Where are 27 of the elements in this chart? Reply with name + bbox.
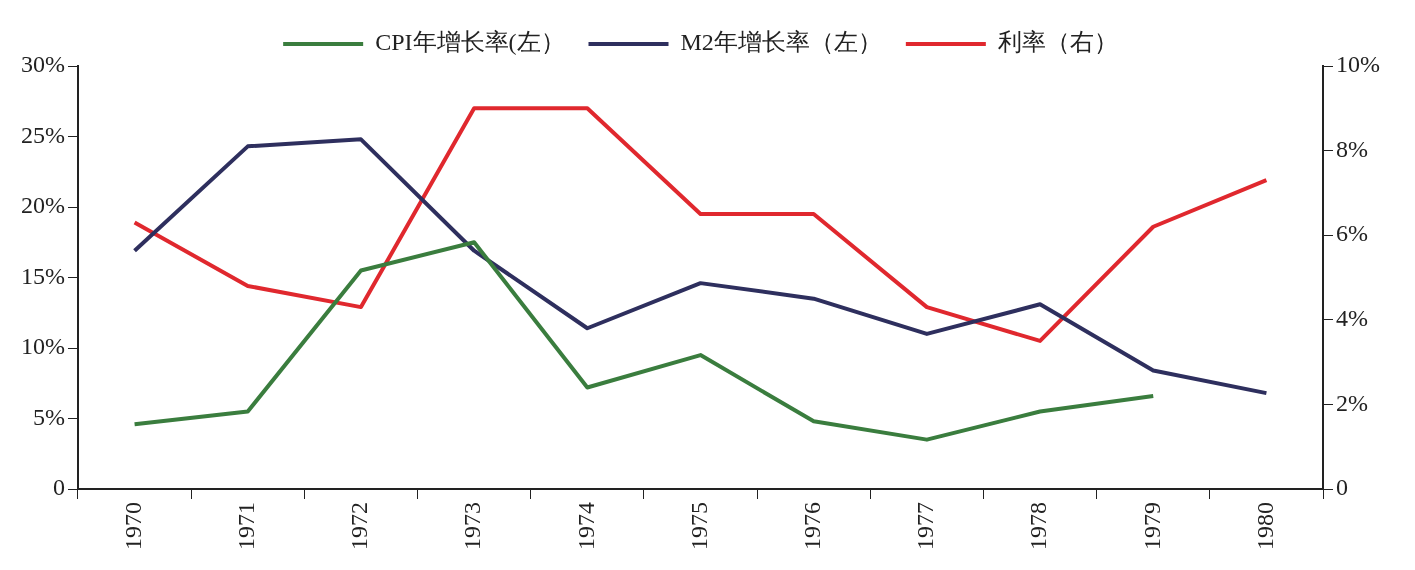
y-tick-label: 15% xyxy=(20,262,65,289)
x-tick-label: 1978 xyxy=(1025,502,1052,550)
y-tick-label: 30% xyxy=(20,51,65,78)
legend-label: CPI年增长率(左） xyxy=(375,29,565,56)
y-tick-label: 10% xyxy=(20,333,65,360)
y2-tick-label: 4% xyxy=(1336,305,1369,332)
y2-tick-label: 8% xyxy=(1336,135,1369,162)
y-tick-label: 25% xyxy=(20,121,65,148)
legend-label: M2年增长率（左） xyxy=(680,29,882,56)
y2-tick-label: 6% xyxy=(1336,220,1369,247)
y-tick-label: 0 xyxy=(52,474,65,501)
x-tick-label: 1980 xyxy=(1251,502,1278,550)
y-tick-label: 20% xyxy=(20,192,65,219)
y-tick-label: 5% xyxy=(32,403,65,430)
y2-tick-label: 10% xyxy=(1336,51,1381,78)
x-tick-label: 1974 xyxy=(572,502,599,550)
x-tick-label: 1971 xyxy=(233,502,260,550)
y2-tick-label: 2% xyxy=(1336,389,1369,416)
y2-tick-label: 0 xyxy=(1336,474,1349,501)
legend-label: 利率（右） xyxy=(997,29,1118,56)
x-tick-label: 1973 xyxy=(459,502,486,550)
x-tick-label: 1975 xyxy=(685,502,712,550)
x-tick-label: 1972 xyxy=(346,502,373,550)
x-tick-label: 1979 xyxy=(1138,502,1165,550)
x-tick-label: 1977 xyxy=(912,502,939,550)
x-tick-label: 1976 xyxy=(798,502,825,550)
x-tick-label: 1970 xyxy=(119,502,146,550)
